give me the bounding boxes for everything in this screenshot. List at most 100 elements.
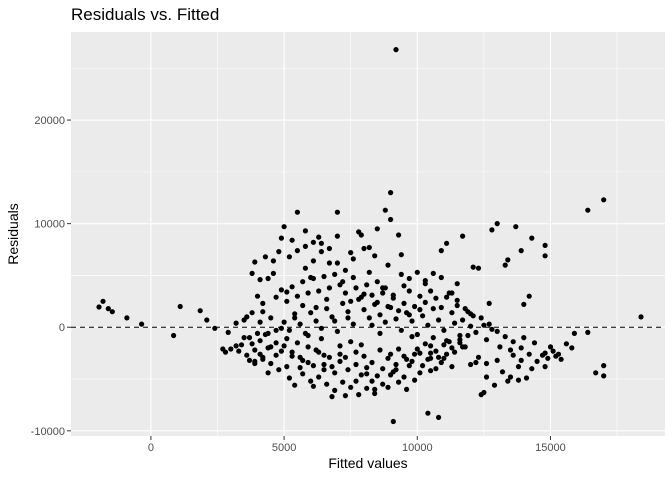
data-point <box>324 296 330 302</box>
data-point <box>236 348 242 354</box>
data-point <box>539 352 546 358</box>
data-point <box>475 265 482 271</box>
data-point <box>417 293 423 299</box>
data-point <box>529 235 535 241</box>
data-point <box>452 349 458 355</box>
data-point <box>254 330 261 336</box>
data-point <box>329 314 335 320</box>
data-point <box>393 361 399 368</box>
data-point <box>329 364 335 370</box>
data-point <box>486 321 492 327</box>
data-point <box>385 262 391 268</box>
x-tick-label: 10000 <box>402 442 433 454</box>
data-point <box>438 359 444 366</box>
data-point <box>441 327 447 333</box>
data-point <box>430 335 436 341</box>
data-point <box>372 253 378 259</box>
data-point <box>542 242 548 248</box>
data-point <box>382 207 388 213</box>
data-point <box>310 258 316 264</box>
data-point <box>393 316 399 322</box>
data-point <box>300 279 306 285</box>
data-point <box>374 373 380 379</box>
data-point <box>377 312 383 318</box>
data-point <box>377 347 383 353</box>
data-point <box>350 274 356 281</box>
data-point <box>497 344 503 350</box>
data-point <box>369 378 375 384</box>
x-axis-title: Fitted values <box>328 455 407 471</box>
data-point <box>422 341 428 347</box>
data-point <box>372 390 378 397</box>
data-point <box>329 394 335 400</box>
data-point <box>585 329 591 335</box>
data-point <box>124 315 130 321</box>
data-point <box>294 248 300 254</box>
data-point <box>260 300 266 306</box>
data-point <box>436 414 442 420</box>
data-point <box>260 309 266 315</box>
data-point <box>425 410 431 416</box>
data-point <box>265 370 271 376</box>
data-point <box>638 314 644 320</box>
data-point <box>499 369 506 375</box>
data-point <box>385 384 391 390</box>
data-point <box>345 309 351 315</box>
data-point <box>374 279 380 285</box>
data-point <box>505 257 511 263</box>
data-point <box>302 228 308 234</box>
data-point <box>388 216 394 223</box>
data-point <box>433 295 439 301</box>
data-point <box>507 347 514 353</box>
data-point <box>369 322 375 328</box>
data-point <box>340 379 346 385</box>
data-point <box>139 321 145 327</box>
data-point <box>310 239 316 245</box>
data-point <box>396 308 402 314</box>
data-point <box>212 325 218 331</box>
data-point <box>300 302 306 309</box>
data-point <box>518 248 524 254</box>
data-point <box>334 260 340 266</box>
data-point <box>388 351 394 357</box>
data-point <box>468 323 474 329</box>
data-point <box>401 300 407 306</box>
data-point <box>297 365 303 371</box>
data-point <box>388 190 394 196</box>
data-point <box>510 352 516 358</box>
data-point <box>302 330 308 336</box>
data-point <box>348 384 354 390</box>
data-point <box>177 303 183 310</box>
data-point <box>428 350 434 356</box>
data-point <box>324 306 330 312</box>
data-point <box>334 209 340 215</box>
data-point <box>278 235 284 241</box>
data-point <box>409 318 415 324</box>
data-point <box>441 355 447 361</box>
data-point <box>406 275 412 282</box>
data-point <box>481 322 487 328</box>
data-point <box>225 329 231 335</box>
data-point <box>366 315 372 321</box>
data-point <box>364 282 370 288</box>
data-point <box>465 332 471 339</box>
data-point <box>550 348 556 354</box>
data-point <box>593 370 599 376</box>
data-point <box>390 295 396 301</box>
data-point <box>302 243 308 249</box>
data-point <box>380 366 386 372</box>
data-point <box>364 371 370 377</box>
data-point <box>316 288 322 294</box>
data-point <box>316 234 322 240</box>
data-point <box>278 287 284 293</box>
data-point <box>374 299 380 305</box>
data-point <box>268 344 274 350</box>
data-point <box>417 307 423 313</box>
data-point <box>342 354 348 360</box>
data-point <box>374 226 380 232</box>
data-point <box>284 289 290 295</box>
data-point <box>505 378 511 384</box>
data-point <box>412 303 418 310</box>
data-point <box>390 418 396 425</box>
data-point <box>483 360 490 367</box>
